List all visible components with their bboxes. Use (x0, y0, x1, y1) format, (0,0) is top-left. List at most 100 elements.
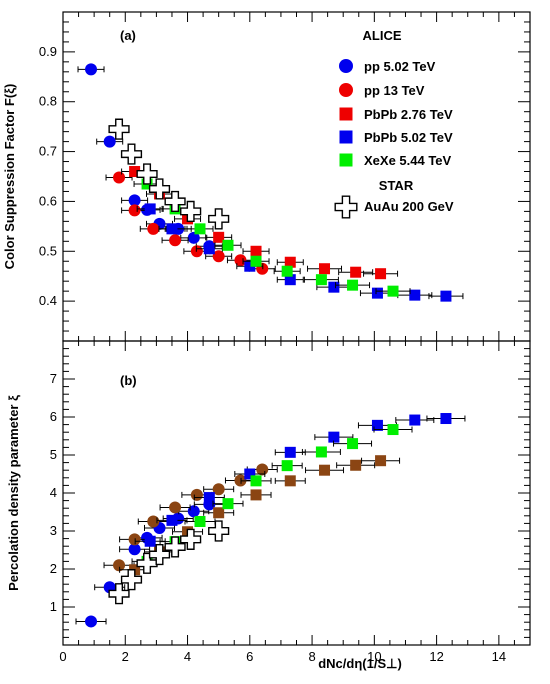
panel-a-pp-5-02-tev-point (128, 194, 141, 207)
legend-marker-pbpb-2-76-tev (339, 107, 353, 121)
legend-marker-pp-5-02-tev (339, 59, 353, 73)
panel-b-xexe-5-44-tev-point (315, 446, 327, 458)
panel-a-xexe-5-44-tev-point (387, 285, 399, 297)
panel-a-pbpb-5-02-tev-point (328, 281, 340, 293)
panel-a-pbpb-5-02-tev-point (166, 223, 178, 235)
legend: ALICE pp 5.02 TeV pp 13 TeV PbPb 2.76 TeV Pb… (334, 28, 454, 219)
panel-b-pbpb-5-02-tev-point (166, 514, 178, 526)
panel-a-auau-200-gev-point (180, 200, 202, 222)
x-tick-label: 4 (184, 649, 191, 664)
panel-a-xexe-5-44-tev-point (281, 265, 293, 277)
panel-a-pbpb-5-02-tev-point (371, 287, 383, 299)
y-tick-label: 5 (50, 447, 57, 462)
legend-marker-auau-200-gev (334, 195, 358, 219)
legend-label-pbpb-2-76-tev: PbPb 2.76 TeV (364, 107, 453, 122)
y-tick-label: 0.5 (39, 243, 57, 258)
panel-a-auau-200-gev-point (164, 190, 186, 213)
panel-a-pbpb-5-02-tev-point (203, 243, 215, 255)
panel-b-pp-13-tev-point (113, 559, 126, 572)
panel-b-pbpb-5-02-tev-point (409, 414, 421, 426)
panel-b-pbpb-5-02-tev-point (328, 431, 340, 443)
y-tick-label: 0.4 (39, 293, 57, 308)
panel-a-pp-13-tev-point (147, 222, 160, 235)
x-tick-label: 12 (429, 649, 443, 664)
panel-a-auau-200-gev-point (136, 163, 158, 185)
panel-b-label: (b) (120, 373, 137, 388)
legend-label-xexe-5-44-tev: XeXe 5.44 TeV (364, 153, 452, 168)
x-axis-title: dNc/dη(1/S⊥) (318, 656, 402, 671)
legend-title-star: STAR (379, 178, 414, 193)
panel-b-pp-13-tev-point (234, 474, 247, 487)
panel-a-xexe-5-44-tev-point (250, 255, 262, 267)
x-tick-label: 8 (308, 649, 315, 664)
panel-b-pp-13-tev-point (147, 515, 160, 528)
panel-b-y-axis-title: Percolation density parameter ξ (6, 395, 21, 591)
panel-a-auau-200-gev-point (108, 118, 130, 140)
panel-b-points (75, 413, 466, 628)
panel-a-y-axis-title: Color Suppression Factor F(ξ) (2, 84, 17, 270)
legend-title-alice: ALICE (363, 28, 402, 43)
panel-b-pbpb-5-02-tev-point (440, 413, 452, 425)
panel-b-pp-13-tev-point (128, 533, 141, 546)
legend-marker-pbpb-5-02-tev (339, 130, 353, 144)
y-tick-label: 2 (50, 561, 57, 576)
panel-b-auau-200-gev-point (136, 552, 158, 574)
panel-a-pbpb-2-76-tev-point (250, 245, 262, 257)
panel-b-xexe-5-44-tev-point (281, 460, 293, 472)
legend-label-pbpb-5-02-tev: PbPb 5.02 TeV (364, 130, 453, 145)
y-tick-label: 0.6 (39, 193, 57, 208)
panel-b-auau-200-gev-point (208, 520, 230, 542)
panel-b-pbpb-5-02-tev-point (371, 419, 383, 431)
panel-b-xexe-5-44-tev-point (250, 475, 262, 487)
panel-a-pbpb-5-02-tev-point (440, 290, 452, 302)
y-tick-label: 0.9 (39, 44, 57, 59)
legend-marker-xexe-5-44-tev (339, 153, 353, 167)
panel-a-points (77, 63, 464, 302)
y-tick-label: 6 (50, 409, 57, 424)
panel-a-pbpb-2-76-tev-point (213, 231, 225, 243)
panel-a-pbpb-5-02-tev-point (144, 203, 156, 215)
panel-b-pbpb-2-76-tev-point (250, 489, 262, 501)
panel-a-xexe-5-44-tev-point (347, 279, 359, 291)
panel-a-pp-13-tev-point (169, 234, 182, 247)
panel-b-auau-200-gev-point (108, 583, 130, 605)
panel-b-pp-13-tev-point (212, 483, 225, 496)
panel-a-pp-5-02-tev-point (85, 63, 98, 76)
panel-a-auau-200-gev-point (148, 178, 171, 200)
panel-b-auau-200-gev-point (120, 569, 143, 591)
panel-a-pbpb-2-76-tev-point (375, 268, 387, 280)
panel-a-pbpb-2-76-tev-point (284, 256, 296, 268)
y-tick-label: 0.7 (39, 144, 57, 159)
panel-a-pbpb-5-02-tev-point (284, 274, 296, 286)
legend-label-auau-200-gev: AuAu 200 GeV (364, 199, 454, 214)
x-tick-label: 0 (59, 649, 66, 664)
y-tick-label: 7 (50, 371, 57, 386)
panel-b-pp-13-tev-point (190, 488, 203, 501)
panel-b-pbpb-2-76-tev-point (375, 455, 387, 467)
panel-a-pp-13-tev-point (212, 250, 225, 263)
panel-b-pp-5-02-tev-point (187, 505, 200, 518)
y-tick-label: 1 (50, 599, 57, 614)
panel-b-xexe-5-44-tev-point (347, 438, 359, 450)
panel-a-auau-200-gev-point (208, 208, 230, 230)
panel-b-xexe-5-44-tev-point (387, 424, 399, 436)
panel-b-pbpb-2-76-tev-point (213, 507, 225, 519)
panel-b-pbpb-2-76-tev-point (319, 464, 331, 476)
panel-b-pbpb-2-76-tev-point (350, 459, 362, 471)
panel-b-xexe-5-44-tev-point (222, 498, 234, 510)
panel-a-pp-13-tev-point (113, 171, 126, 184)
panel-a: 0.4 0.5 0.6 0.7 0.8 0.9 Color Suppression Fact… (2, 11, 531, 342)
panel-b-pbpb-5-02-tev-point (244, 468, 256, 480)
legend-marker-pp-13-tev (339, 83, 353, 97)
panel-b-pbpb-5-02-tev-point (203, 492, 215, 504)
panel-b-auau-200-gev-point (148, 543, 171, 566)
x-tick-label: 10 (367, 649, 381, 664)
y-tick-label: 4 (50, 485, 57, 500)
panel-a-pp-5-02-tev-point (187, 231, 200, 244)
y-tick-label: 0.8 (39, 94, 57, 109)
x-tick-label: 14 (492, 649, 506, 664)
panel-a-xexe-5-44-tev-point (222, 239, 234, 251)
panel-a-label: (a) (120, 28, 136, 43)
